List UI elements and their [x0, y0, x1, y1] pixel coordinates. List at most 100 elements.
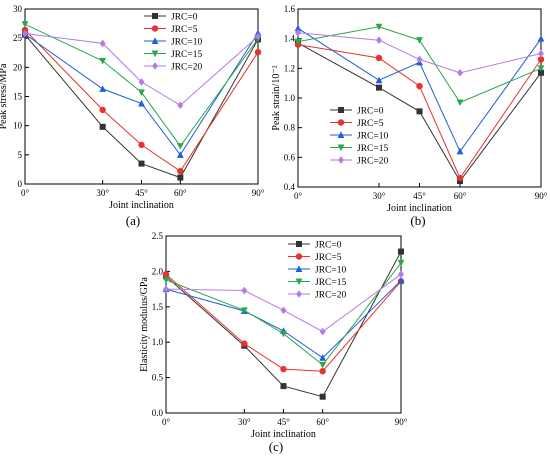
data-point — [138, 89, 145, 97]
y-tick-label: 2.5 — [152, 231, 164, 241]
x-tick-label: 90° — [535, 191, 548, 201]
data-point — [22, 29, 28, 38]
plot-frame — [24, 8, 259, 185]
legend-marker — [295, 278, 303, 286]
y-tick-label: 1.2 — [284, 63, 295, 73]
data-point — [375, 54, 383, 62]
data-point — [376, 36, 382, 44]
data-point — [456, 99, 464, 107]
y-tick-label: 0.0 — [152, 408, 164, 418]
data-point — [162, 271, 170, 278]
data-point — [537, 56, 545, 63]
data-point — [254, 48, 262, 56]
x-tick-label: 45° — [277, 417, 290, 427]
data-point — [99, 39, 106, 48]
y-tick-label: 0.6 — [284, 152, 296, 162]
data-point — [162, 276, 170, 284]
data-point — [294, 38, 302, 46]
data-point — [537, 35, 545, 42]
y-tick-label: 1.0 — [152, 337, 164, 347]
data-point — [375, 76, 383, 84]
data-point — [375, 23, 383, 31]
data-point — [241, 286, 248, 295]
series-jrc-15 — [294, 23, 545, 107]
data-point — [280, 330, 287, 338]
panel-label: (c) — [269, 439, 283, 454]
x-tick-label: 60° — [454, 191, 467, 201]
x-axis-title: Joint inclination — [251, 429, 316, 440]
legend-marker — [296, 241, 302, 247]
data-point — [457, 68, 463, 77]
y-tick-label: 5 — [18, 150, 23, 160]
data-point — [163, 285, 169, 293]
x-axis-title: Joint inclination — [387, 203, 452, 214]
data-point — [416, 37, 423, 44]
y-tick-label: 1.4 — [284, 34, 296, 44]
data-point — [21, 21, 29, 28]
data-point — [177, 167, 184, 175]
data-point — [138, 141, 145, 149]
data-point — [319, 393, 326, 400]
data-point — [319, 368, 326, 375]
series-line — [297, 27, 542, 153]
x-tick-label: 45° — [413, 191, 426, 201]
data-point — [280, 383, 287, 390]
series-line — [165, 273, 402, 372]
data-point — [319, 361, 327, 369]
x-tick-label: 45° — [135, 188, 148, 198]
legend: JRC=0 JRC=5 JRC=10 JRC=15 JRC=20 — [330, 107, 388, 167]
data-point — [99, 57, 107, 65]
legend-label: JRC=15 — [357, 144, 388, 154]
series-jrc-15 — [162, 259, 405, 369]
data-point — [376, 84, 382, 91]
y-tick-label: 1.0 — [284, 93, 296, 103]
legend-label: JRC=20 — [357, 157, 388, 167]
x-axis-title: Joint inclination — [109, 200, 174, 211]
x-tick-label: 60° — [174, 188, 187, 198]
y-tick-label: 0.4 — [284, 182, 296, 192]
legend-label: JRC=5 — [171, 25, 198, 35]
legend-label: JRC=20 — [171, 63, 202, 73]
data-point — [280, 306, 287, 315]
series-jrc-20 — [295, 28, 544, 77]
data-point — [416, 82, 423, 90]
data-point — [177, 101, 184, 110]
y-axis-title: Elasticity modulus/GPa — [139, 277, 150, 372]
panel-label: (b) — [410, 213, 425, 228]
legend-label: JRC=15 — [315, 278, 346, 288]
data-point — [99, 85, 107, 92]
y-tick-label: 15 — [13, 92, 23, 102]
series-line — [165, 251, 402, 398]
legend: JRC=0 JRC=5 JRC=10 JRC=15 JRC=20 — [144, 13, 202, 73]
series-jrc-5 — [162, 271, 405, 375]
data-point — [537, 65, 545, 72]
data-point — [99, 106, 106, 114]
x-tick-label: 60° — [316, 417, 329, 427]
y-tick-label: 10 — [13, 121, 23, 131]
data-point — [280, 365, 287, 373]
data-point — [397, 277, 405, 284]
legend-label: JRC=0 — [357, 107, 384, 117]
legend-marker — [338, 107, 344, 113]
panel-label: (a) — [126, 213, 140, 228]
y-tick-label: 20 — [13, 62, 23, 72]
chart-panel-3: 0.0 0.5 1.0 1.5 2.0 2.5 0° 30° 45° 60° 90° Joint in… — [139, 231, 408, 440]
x-tick-label: 90° — [252, 188, 265, 198]
legend-marker — [151, 50, 159, 58]
data-point — [397, 259, 405, 267]
legend-label: JRC=15 — [171, 50, 202, 60]
data-point — [241, 340, 248, 347]
data-point — [138, 99, 145, 107]
data-point — [138, 78, 145, 86]
chart-panel-2: 0.4 0.6 0.8 1.0 1.2 1.4 1.6 0° 30° 45° 60° 90° Joint… — [271, 4, 548, 214]
y-tick-label: 30 — [13, 4, 23, 14]
data-point — [177, 174, 184, 181]
legend-label: JRC=20 — [315, 291, 346, 301]
data-point — [416, 55, 423, 64]
data-point — [538, 49, 544, 58]
x-tick-label: 0° — [294, 191, 303, 201]
legend-marker — [337, 119, 345, 126]
legend: JRC=0 JRC=5 JRC=10 JRC=15 JRC=20 — [288, 241, 346, 301]
x-tick-label: 90° — [395, 417, 408, 427]
